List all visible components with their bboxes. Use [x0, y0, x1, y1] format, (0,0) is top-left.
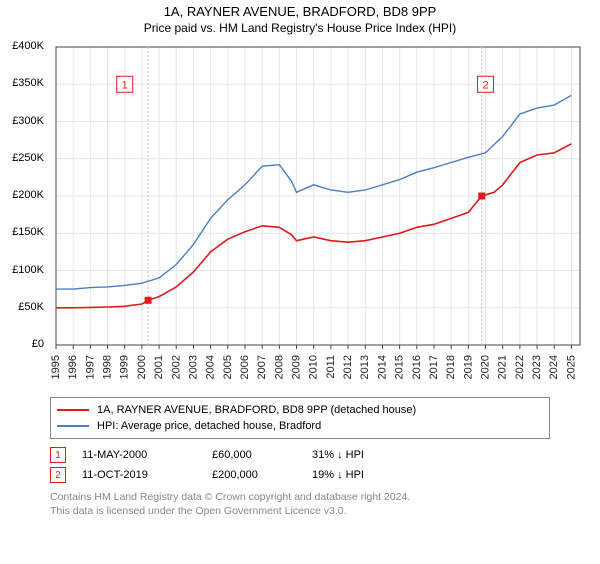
svg-text:2002: 2002: [170, 355, 182, 379]
svg-text:2014: 2014: [376, 355, 388, 379]
chart-canvas: 1995 1996 1997 1998 1999 2000 2001 2002 2003 2004…: [50, 41, 590, 391]
svg-text:1996: 1996: [67, 355, 79, 379]
y-tick-label: £0: [0, 338, 44, 350]
legend-item: 1A, RAYNER AVENUE, BRADFORD, BD8 9PP (de…: [57, 402, 543, 418]
svg-text:2013: 2013: [359, 355, 371, 379]
svg-text:1997: 1997: [84, 355, 96, 379]
y-tick-label: £50K: [0, 301, 44, 313]
svg-text:2015: 2015: [394, 355, 406, 379]
chart-subtitle: Price paid vs. HM Land Registry's House …: [0, 21, 600, 35]
svg-text:2019: 2019: [462, 355, 474, 379]
marker-price: £60,000: [212, 449, 312, 461]
marker-table-row: 2 11-OCT-2019£200,00019% ↓ HPI: [50, 465, 600, 485]
footnote: Contains HM Land Registry data © Crown c…: [50, 491, 600, 518]
svg-text:2005: 2005: [222, 355, 234, 379]
sale-marker: [145, 297, 152, 304]
svg-text:2008: 2008: [273, 355, 285, 379]
footnote-line1: Contains HM Land Registry data © Crown c…: [50, 491, 600, 505]
y-tick-label: £400K: [0, 40, 44, 52]
svg-text:2024: 2024: [548, 355, 560, 379]
svg-text:1: 1: [122, 79, 128, 91]
svg-text:2000: 2000: [136, 355, 148, 379]
legend-swatch: [57, 425, 89, 427]
svg-text:2011: 2011: [325, 355, 337, 379]
legend-item: HPI: Average price, detached house, Brad…: [57, 418, 543, 434]
marker-id-box: 1: [50, 447, 66, 463]
legend-swatch: [57, 409, 89, 411]
chart-title: 1A, RAYNER AVENUE, BRADFORD, BD8 9PP: [0, 4, 600, 19]
y-tick-label: £100K: [0, 264, 44, 276]
svg-text:2: 2: [482, 79, 488, 91]
svg-text:2003: 2003: [187, 355, 199, 379]
svg-text:1998: 1998: [102, 355, 114, 379]
marker-table-row: 1 11-MAY-2000£60,00031% ↓ HPI: [50, 445, 600, 465]
marker-delta: 31% ↓ HPI: [312, 449, 432, 461]
y-tick-label: £300K: [0, 115, 44, 127]
footnote-line2: This data is licensed under the Open Gov…: [50, 505, 600, 519]
svg-text:2020: 2020: [480, 355, 492, 379]
svg-text:2021: 2021: [497, 355, 509, 379]
y-tick-label: £200K: [0, 189, 44, 201]
svg-text:2004: 2004: [205, 355, 217, 379]
svg-text:1999: 1999: [119, 355, 131, 379]
legend: 1A, RAYNER AVENUE, BRADFORD, BD8 9PP (de…: [50, 397, 550, 439]
svg-text:2022: 2022: [514, 355, 526, 379]
marker-date: 11-MAY-2000: [82, 449, 212, 461]
marker-date: 11-OCT-2019: [82, 469, 212, 481]
svg-text:2012: 2012: [342, 355, 354, 379]
svg-text:2009: 2009: [291, 355, 303, 379]
svg-text:2017: 2017: [428, 355, 440, 379]
svg-text:2007: 2007: [256, 355, 268, 379]
y-tick-label: £250K: [0, 152, 44, 164]
marker-price: £200,000: [212, 469, 312, 481]
marker-table: 1 11-MAY-2000£60,00031% ↓ HPI 2 11-OCT-2019…: [50, 445, 600, 485]
sale-marker: [478, 193, 485, 200]
marker-id-box: 2: [50, 467, 66, 483]
svg-text:2023: 2023: [531, 355, 543, 379]
legend-label: 1A, RAYNER AVENUE, BRADFORD, BD8 9PP (de…: [97, 404, 416, 416]
svg-text:2016: 2016: [411, 355, 423, 379]
legend-label: HPI: Average price, detached house, Brad…: [97, 420, 321, 432]
y-tick-label: £350K: [0, 77, 44, 89]
svg-text:1995: 1995: [50, 355, 62, 379]
svg-text:2006: 2006: [239, 355, 251, 379]
svg-text:2025: 2025: [565, 355, 577, 379]
svg-text:2018: 2018: [445, 355, 457, 379]
svg-text:2010: 2010: [308, 355, 320, 379]
marker-delta: 19% ↓ HPI: [312, 469, 432, 481]
y-tick-label: £150K: [0, 226, 44, 238]
svg-text:2001: 2001: [153, 355, 165, 379]
